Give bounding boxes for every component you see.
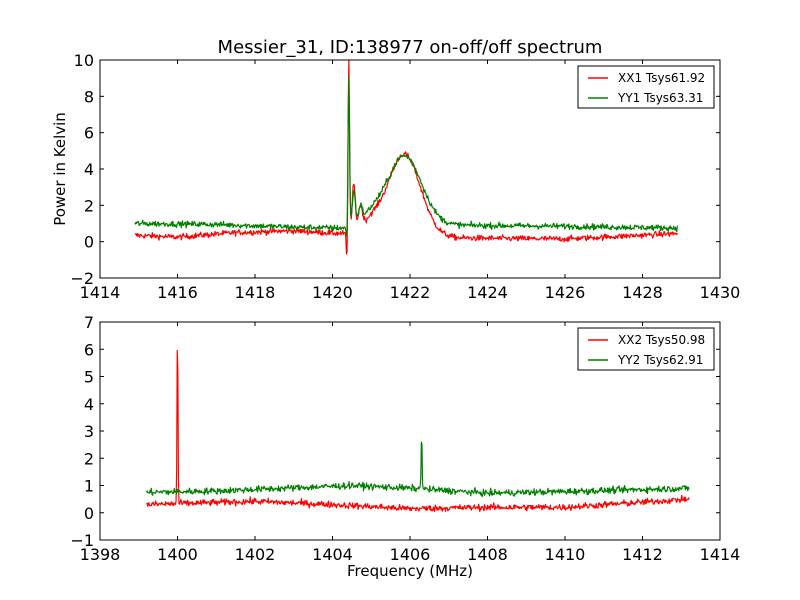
x-tick-label: 1426 xyxy=(545,283,586,302)
x-tick-label: 1418 xyxy=(235,283,276,302)
x-tick-label: 1398 xyxy=(80,545,121,564)
y-tick-label: 6 xyxy=(84,124,94,143)
x-tick-label: 1416 xyxy=(157,283,198,302)
y-tick-label: 10 xyxy=(74,51,94,70)
y-tick-label: 6 xyxy=(84,340,94,359)
y-tick-label: 3 xyxy=(84,422,94,441)
bottom-legend: XX2 Tsys50.98 YY2 Tsys62.91 xyxy=(577,327,715,371)
y-tick-label: 7 xyxy=(84,313,94,332)
top-series-layer xyxy=(134,60,678,255)
legend-entry: XX1 Tsys61.92 xyxy=(618,71,705,85)
y-tick-label: −1 xyxy=(70,531,94,550)
y-tick-label: 4 xyxy=(84,395,94,414)
y-tick-label: 5 xyxy=(84,368,94,387)
y-tick-label: 2 xyxy=(84,449,94,468)
x-tick-label: 1400 xyxy=(157,545,198,564)
top-ticks: 1414 1416 1418 1420 1422 1424 1426 1428 1430 −2 0 2… xyxy=(70,51,740,302)
chart-title: Messier_31, ID:138977 on-off/off spectru… xyxy=(218,37,603,58)
top-ylabel: Power in Kelvin xyxy=(51,112,69,226)
y-tick-label: 0 xyxy=(84,233,94,252)
bottom-xlabel: Frequency (MHz) xyxy=(347,562,473,580)
legend-box xyxy=(577,327,715,371)
x-tick-label: 1422 xyxy=(390,283,431,302)
legend-box xyxy=(577,65,715,109)
bottom-ticks: 1398 1400 1402 1404 1406 1408 1410 1412 1414 −1 0 1… xyxy=(70,313,740,564)
x-tick-label: 1424 xyxy=(467,283,508,302)
x-tick-label: 1412 xyxy=(622,545,663,564)
y-tick-label: −2 xyxy=(70,269,94,288)
series-line-yy2 xyxy=(145,441,690,498)
x-tick-label: 1406 xyxy=(390,545,431,564)
top-legend: XX1 Tsys61.92 YY1 Tsys63.31 xyxy=(577,65,715,109)
x-tick-label: 1402 xyxy=(235,545,276,564)
bottom-series-layer xyxy=(145,349,690,513)
x-tick-label: 1404 xyxy=(312,545,353,564)
x-tick-label: 1428 xyxy=(622,283,663,302)
top-panel: 1414 1416 1418 1420 1422 1424 1426 1428 1430 −2 0 2… xyxy=(51,51,740,302)
series-line-xx1 xyxy=(134,60,678,255)
legend-entry: YY2 Tsys62.91 xyxy=(617,353,703,367)
x-tick-label: 1420 xyxy=(312,283,353,302)
legend-entry: XX2 Tsys50.98 xyxy=(618,333,705,347)
y-tick-label: 0 xyxy=(84,504,94,523)
x-tick-label: 1414 xyxy=(700,545,741,564)
legend-entry: YY1 Tsys63.31 xyxy=(617,91,703,105)
x-tick-label: 1408 xyxy=(467,545,508,564)
y-tick-label: 2 xyxy=(84,196,94,215)
y-tick-label: 1 xyxy=(84,477,94,496)
series-line-yy1 xyxy=(134,76,678,237)
x-tick-label: 1430 xyxy=(700,283,741,302)
y-tick-label: 4 xyxy=(84,160,94,179)
series-line-xx2 xyxy=(146,349,690,513)
x-tick-label: 1414 xyxy=(80,283,121,302)
x-tick-label: 1410 xyxy=(545,545,586,564)
y-tick-label: 8 xyxy=(84,87,94,106)
bottom-panel: 1398 1400 1402 1404 1406 1408 1410 1412 1414 −1 0 1… xyxy=(70,313,740,580)
